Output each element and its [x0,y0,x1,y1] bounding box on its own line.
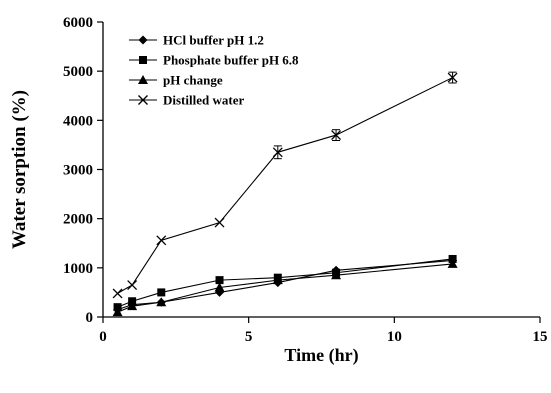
series-triangle [112,258,458,317]
legend-marker [138,95,148,105]
legend-marker [139,56,147,64]
data-point [215,276,224,285]
x-axis-title: Time (hr) [284,345,358,366]
y-tick-label: 4000 [63,113,93,129]
y-tick-label: 1000 [63,261,93,277]
y-tick-label: 5000 [63,64,93,80]
axes: 0 1000 2000 3000 4000 5000 6000 0 5 10 15 [63,15,548,345]
y-tick-label: 0 [86,310,94,326]
data-point [272,147,283,158]
series-x [112,71,458,299]
data-point [331,270,342,280]
data-point [112,307,123,317]
legend-entry: Phosphate buffer pH 6.8 [129,53,299,68]
y-tick-label: 2000 [63,212,93,228]
data-point [156,297,167,307]
legend-label: pH change [163,73,223,88]
data-point [112,288,123,299]
series-line [117,259,453,311]
legend-entry: Distilled water [129,93,244,108]
data-point [156,235,167,246]
y-tick-label: 3000 [63,163,93,179]
data-point [447,258,458,268]
data-point [331,130,342,141]
legend-label: HCl buffer pH 1.2 [163,33,264,48]
legend-marker [138,75,148,84]
legend-label: Distilled water [163,93,244,108]
x-tick-label: 15 [533,329,548,345]
legend-entry: HCl buffer pH 1.2 [129,33,264,48]
x-tick-label: 5 [245,329,253,345]
data-point [447,72,458,83]
x-tick-label: 0 [99,329,107,345]
series-layer [112,71,458,317]
y-axis-title: Water sorption (%) [9,90,30,249]
data-point [272,275,283,285]
series-line [117,263,453,313]
data-point [214,282,225,292]
series-line [117,258,453,308]
x-tick-label: 10 [387,329,402,345]
legend: HCl buffer pH 1.2 Phosphate buffer pH 6.8… [129,33,299,108]
legend-entry: pH change [129,73,223,88]
legend-label: Phosphate buffer pH 6.8 [163,53,299,68]
data-point [127,280,138,291]
data-point [214,217,225,228]
y-tick-label: 6000 [63,15,93,31]
data-point [127,301,138,311]
data-point [157,288,166,297]
legend-marker [138,35,148,45]
series-line [117,77,453,294]
